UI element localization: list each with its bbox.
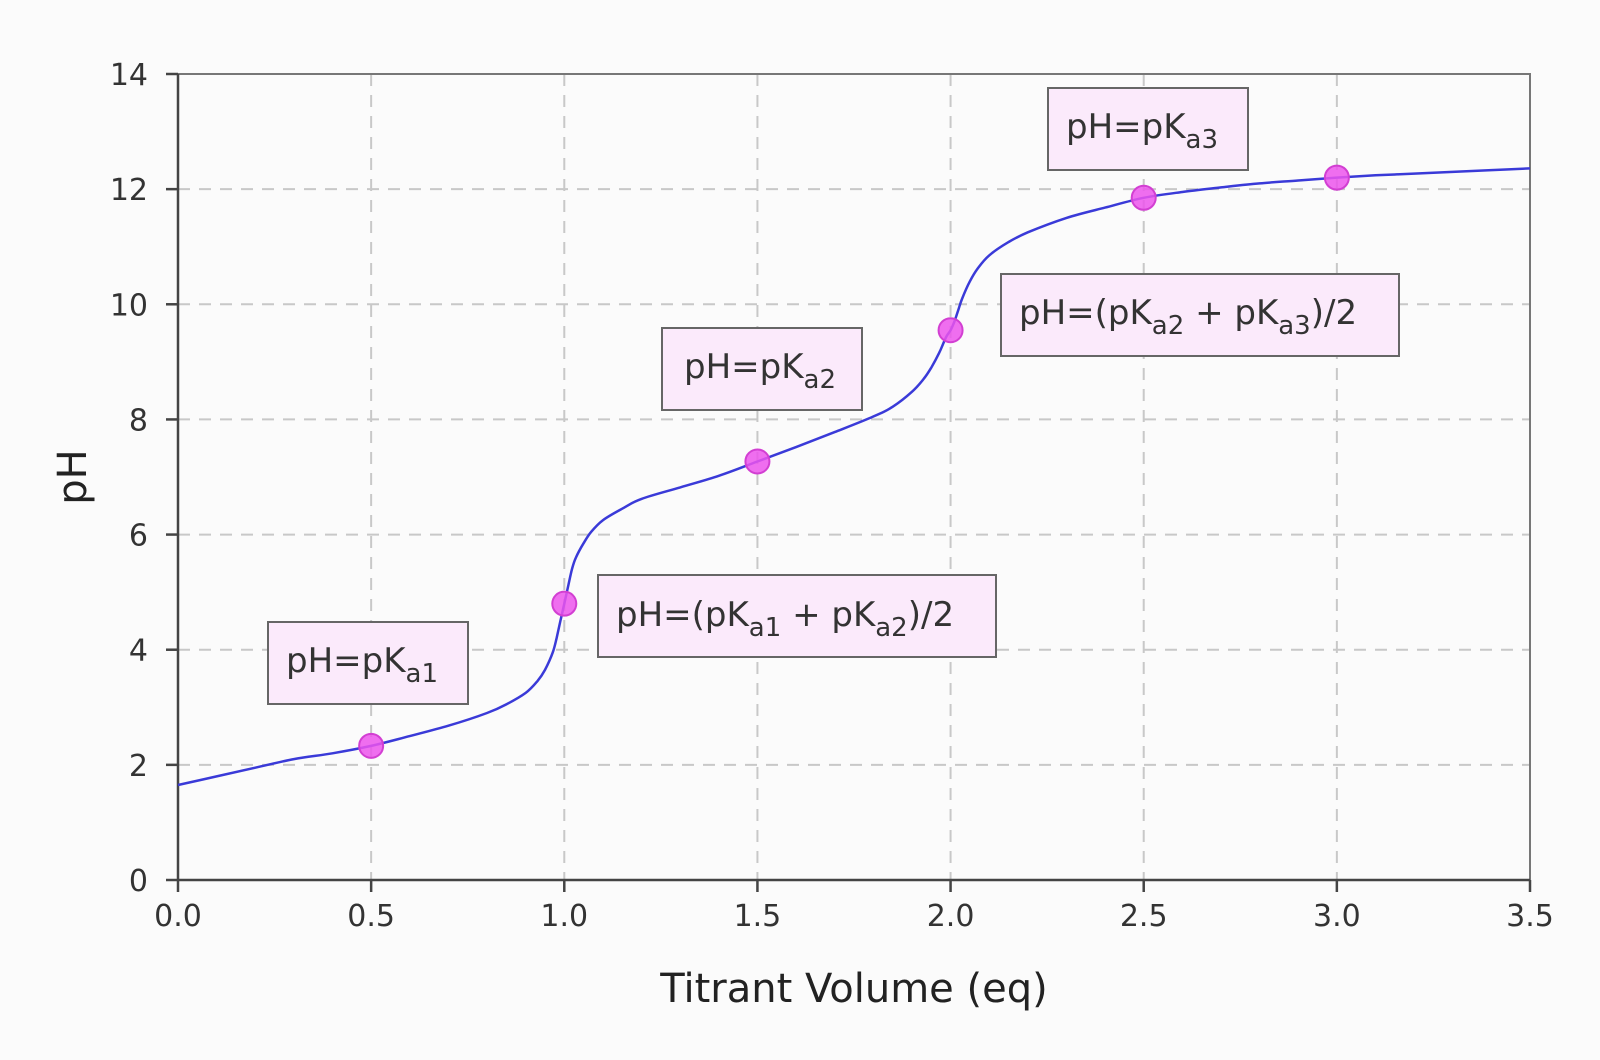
data-point-marker xyxy=(1130,184,1157,211)
data-point-marker xyxy=(1323,164,1350,191)
x-tick-label: 1.0 xyxy=(540,899,588,934)
grid-layer xyxy=(178,74,1530,880)
y-tick-label: 14 xyxy=(110,58,148,93)
plot-frame xyxy=(177,73,1531,881)
y-axis-title: pH xyxy=(50,449,96,504)
x-tick-label: 2.5 xyxy=(1120,899,1168,934)
annotation-label: pH=pKa2 xyxy=(661,327,863,411)
y-tick-label: 4 xyxy=(129,634,148,669)
x-tick-label: 1.5 xyxy=(734,899,782,934)
y-tick-label: 6 xyxy=(129,519,148,554)
data-point-marker xyxy=(551,590,578,617)
annotation-box xyxy=(1047,87,1249,171)
annotation-label: pH=pKa3 xyxy=(1047,87,1249,171)
x-tick-label: 3.5 xyxy=(1506,899,1554,934)
annotation-text: pH=pKa1 xyxy=(286,641,438,689)
data-point-marker xyxy=(358,732,385,759)
annotation-box xyxy=(1000,273,1400,357)
y-tick-label: 2 xyxy=(129,749,148,784)
annotation-label: pH=(pKa1 + pKa2)/2 xyxy=(597,574,997,658)
marker-layer xyxy=(358,164,1350,759)
annotation-box xyxy=(661,327,863,411)
x-tick-label: 0.0 xyxy=(154,899,202,934)
annotation-label: pH=pKa1 xyxy=(267,621,469,705)
axes: 0.0 0.5 1.0 1.5 2.0 2.5 3.0 3.5 0 2 4 6 8 10 12 14 xyxy=(110,58,1554,934)
x-axis-title: Titrant Volume (eq) xyxy=(659,966,1047,1012)
annotation-text: pH=(pKa1 + pKa2)/2 xyxy=(616,595,954,643)
x-tick-label: 0.5 xyxy=(347,899,395,934)
y-tick-label: 0 xyxy=(129,864,148,899)
annotation-label: pH=(pKa2 + pKa3)/2 xyxy=(1000,273,1400,357)
y-tick-label: 12 xyxy=(110,173,148,208)
annotation-box xyxy=(267,621,469,705)
annotation-text: pH=pKa3 xyxy=(1066,107,1218,155)
y-tick-label: 8 xyxy=(129,403,148,438)
annotation-layer: pH=pKa1 pH=(pKa1 + pKa2)/2 pH=pKa2 pH=(pKa2… xyxy=(267,87,1400,705)
annotation-text: pH=(pKa2 + pKa3)/2 xyxy=(1019,293,1357,341)
x-tick-label: 3.0 xyxy=(1313,899,1361,934)
x-tick-label: 2.0 xyxy=(927,899,975,934)
data-point-marker xyxy=(744,448,771,475)
annotation-box xyxy=(597,574,997,658)
y-tick-label: 10 xyxy=(110,288,148,323)
annotation-text: pH=pKa2 xyxy=(684,347,836,395)
data-point-marker xyxy=(937,317,964,344)
